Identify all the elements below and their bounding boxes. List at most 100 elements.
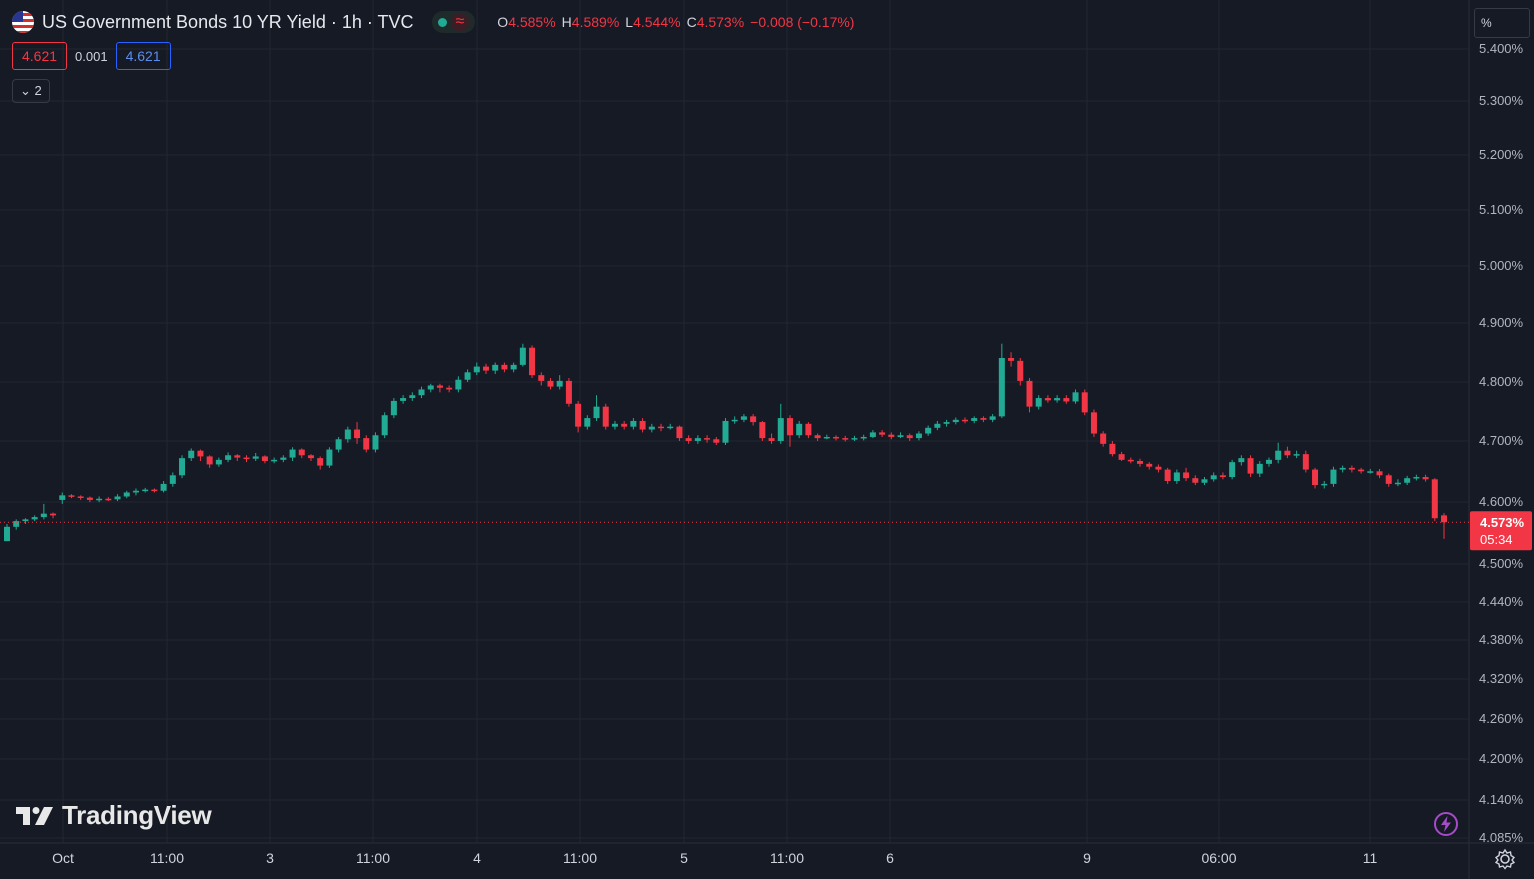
candle [289, 447, 296, 461]
candle-body [344, 429, 351, 440]
market-status-pill[interactable]: ≈ [431, 11, 476, 33]
candle-body [114, 496, 121, 500]
candle [1339, 465, 1346, 473]
candle-body [1385, 475, 1392, 484]
symbol-title[interactable]: US Government Bonds 10 YR Yield · 1h · T… [42, 11, 414, 32]
candle-body [105, 498, 112, 501]
candle [1063, 395, 1070, 404]
candle [1219, 472, 1226, 480]
candle-body [685, 438, 692, 441]
candle-body [1358, 469, 1365, 472]
candle-body [455, 379, 462, 390]
candle [436, 383, 443, 393]
candle [1173, 469, 1180, 484]
candle [261, 455, 268, 464]
candle-body [510, 364, 517, 370]
price-axis-label: 4.085% [1479, 830, 1524, 845]
lightning-bolt-icon[interactable] [1432, 810, 1460, 838]
candle-body [952, 419, 959, 423]
candle [160, 481, 167, 493]
candle-body [197, 450, 204, 457]
price-axis-label: 4.900% [1479, 315, 1524, 330]
candle [298, 448, 305, 459]
candle [869, 430, 876, 439]
candle [667, 423, 674, 430]
candle [197, 449, 204, 461]
buy-button[interactable]: 4.621 [115, 42, 171, 70]
indicators-toggle-button[interactable]: ⌄ 2 [12, 79, 50, 103]
candle [750, 414, 757, 426]
candle-body [860, 436, 867, 439]
candle-body [1284, 450, 1291, 456]
candle [132, 488, 139, 496]
candle [998, 343, 1005, 419]
candle [648, 423, 655, 433]
candle-body [483, 366, 489, 371]
candle [740, 414, 747, 423]
candle [252, 452, 259, 461]
ohlc-values: O4.585% H4.589% L4.544% C4.573% −0.008 (… [497, 14, 855, 30]
price-scale-unit-button[interactable]: % [1474, 8, 1530, 38]
candle-body [1100, 433, 1107, 444]
candle [1072, 389, 1079, 404]
candle-body [1201, 479, 1208, 483]
candle-body [40, 513, 47, 518]
candle-body [915, 433, 922, 439]
time-axis-label: 11:00 [563, 850, 597, 866]
candle-body [1219, 475, 1226, 478]
candle [243, 455, 250, 463]
candle [372, 432, 379, 453]
candle [1394, 479, 1401, 487]
candle-body [409, 395, 416, 399]
candle-body [31, 517, 38, 520]
candle-body [215, 459, 222, 465]
candlestick-series [4, 343, 1447, 542]
candle-body [740, 416, 747, 420]
candle [713, 436, 720, 445]
candle-body [1210, 475, 1217, 480]
candle [4, 523, 10, 542]
candle-body [1238, 458, 1245, 463]
candle-body [317, 458, 324, 466]
candle [1321, 481, 1328, 489]
candle [483, 363, 489, 375]
candle [335, 436, 342, 453]
candle [1238, 455, 1245, 466]
candle-body [473, 366, 480, 373]
candle [13, 519, 20, 530]
candle-body [998, 358, 1005, 417]
candle [565, 378, 572, 407]
tradingview-logo[interactable]: TradingView [16, 800, 212, 831]
candle-body [1441, 515, 1447, 523]
candle-body [363, 438, 370, 450]
spread-value: 0.001 [75, 48, 108, 64]
candle-body [381, 415, 388, 436]
candle [123, 490, 130, 499]
candle [510, 362, 517, 373]
market-open-dot-icon [437, 17, 447, 27]
candle-body [750, 416, 757, 423]
candle [354, 422, 361, 444]
price-axis-label: 4.140% [1479, 792, 1524, 807]
price-axis-label: 4.260% [1479, 711, 1524, 726]
candle [731, 416, 738, 424]
candle-body [234, 455, 241, 458]
candle-body [814, 435, 821, 439]
candle [105, 497, 112, 502]
candle [1312, 467, 1319, 489]
candle [1026, 378, 1033, 413]
change-value: −0.008 (−0.17%) [750, 14, 855, 30]
candle-body [1229, 462, 1236, 478]
candle [1035, 395, 1042, 410]
low-value: 4.544% [633, 14, 681, 30]
price-axis-label: 5.200% [1479, 147, 1524, 162]
candle [1137, 458, 1144, 467]
settings-gear-icon[interactable] [1494, 848, 1516, 870]
sell-button[interactable]: 4.621 [12, 42, 68, 70]
candle-body [1164, 469, 1171, 482]
candle-body [1081, 392, 1088, 413]
candle-body [1265, 459, 1272, 464]
